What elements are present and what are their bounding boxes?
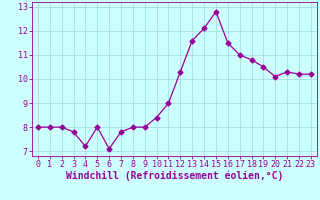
X-axis label: Windchill (Refroidissement éolien,°C): Windchill (Refroidissement éolien,°C) (66, 171, 283, 181)
